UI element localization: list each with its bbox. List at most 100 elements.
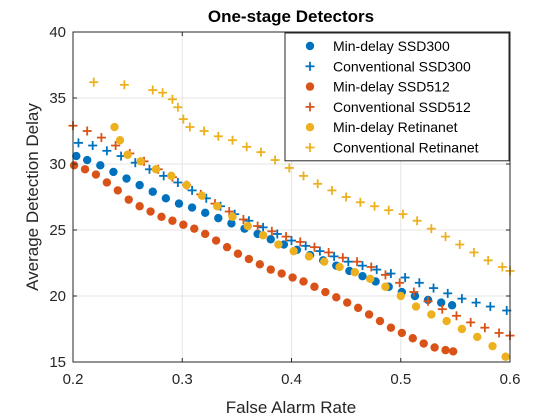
data-point-plus — [301, 241, 311, 251]
data-point-dot — [115, 136, 125, 145]
data-point-dot — [135, 180, 144, 190]
series-6 — [89, 77, 515, 276]
legend-label: Conventional SSD300 — [333, 58, 471, 74]
data-point-plus — [395, 278, 405, 288]
legend-marker — [305, 102, 315, 112]
data-point-plus — [443, 288, 453, 298]
data-point-dot — [102, 178, 112, 187]
data-point-dot — [214, 213, 223, 223]
data-point-dot — [227, 219, 236, 228]
data-point-dot — [200, 208, 210, 218]
data-point-plus — [437, 304, 447, 314]
data-point-dot — [190, 224, 199, 233]
data-point-plus — [386, 269, 396, 279]
data-point-plus — [199, 126, 209, 136]
data-point-dot — [419, 339, 428, 348]
data-point-plus — [352, 257, 362, 267]
data-point-dot — [299, 277, 308, 286]
data-point-plus — [457, 294, 467, 304]
data-point-plus — [324, 247, 334, 257]
data-marks — [68, 77, 515, 361]
data-point-dot — [258, 231, 268, 240]
data-point-dot — [197, 191, 207, 200]
data-point-dot — [157, 212, 166, 221]
data-point-dot — [473, 332, 482, 342]
data-point-plus — [178, 114, 188, 124]
data-point-plus — [228, 135, 238, 145]
legend-label: Min-delay Retinanet — [333, 119, 458, 135]
data-point-dot — [448, 347, 458, 356]
data-point-dot — [410, 291, 420, 301]
data-point-dot — [109, 167, 118, 177]
data-point-dot — [332, 293, 341, 302]
y-axis-title: Average Detection Delay — [23, 103, 42, 291]
data-point-plus — [96, 133, 106, 143]
data-point-plus — [167, 94, 177, 104]
data-point-plus — [272, 229, 282, 239]
data-point-dot — [488, 341, 497, 351]
data-point-dot — [304, 252, 314, 261]
legend-label: Conventional SSD512 — [333, 99, 471, 115]
data-point-dot — [310, 282, 319, 291]
data-point-dot — [408, 334, 417, 343]
data-point-dot — [167, 171, 176, 181]
data-point-plus — [471, 298, 481, 308]
chart-title: One-stage Detectors — [208, 7, 374, 26]
data-point-dot — [244, 254, 254, 264]
data-point-dot — [411, 302, 421, 311]
series-2 — [73, 138, 512, 316]
data-point-dot — [146, 207, 155, 216]
data-point-plus — [242, 142, 252, 152]
data-point-plus — [299, 171, 309, 181]
data-point-dot — [321, 287, 330, 297]
data-point-dot — [364, 310, 374, 319]
data-point-dot — [110, 122, 119, 132]
data-point-plus — [451, 311, 461, 321]
data-point-dot — [396, 291, 405, 301]
legend-marker — [305, 143, 315, 152]
data-point-plus — [173, 177, 183, 187]
data-point-plus — [483, 255, 493, 265]
data-point-dot — [436, 298, 446, 307]
data-point-plus — [426, 224, 436, 234]
data-point-dot — [123, 150, 132, 159]
data-point-plus — [287, 236, 296, 246]
data-point-plus — [497, 262, 507, 272]
data-point-dot — [136, 157, 145, 166]
data-point-dot — [501, 352, 510, 361]
data-point-plus — [158, 88, 168, 98]
data-point-plus — [238, 214, 248, 224]
data-point-plus — [187, 185, 197, 195]
data-point-plus — [380, 270, 390, 280]
data-point-plus — [256, 147, 266, 157]
data-point-dot — [135, 202, 144, 211]
data-point-dot — [350, 268, 360, 277]
legend-marker — [305, 123, 315, 132]
data-point-plus — [338, 253, 348, 263]
data-point-plus — [485, 302, 495, 312]
data-point-plus — [82, 126, 92, 136]
data-point-dot — [182, 180, 191, 190]
data-point-plus — [409, 287, 419, 297]
data-point-dot — [274, 240, 283, 249]
data-point-plus — [281, 232, 291, 242]
data-point-dot — [124, 195, 133, 204]
x-tick-label: 0.4 — [281, 371, 302, 388]
series-5 — [110, 122, 510, 361]
data-point-plus — [73, 138, 83, 148]
data-point-dot — [320, 257, 329, 266]
data-point-dot — [381, 282, 390, 291]
data-point-dot — [343, 298, 352, 307]
x-tick-label: 0.2 — [63, 371, 84, 388]
data-point-dot — [80, 165, 90, 174]
data-point-plus — [358, 261, 368, 271]
data-point-plus — [315, 246, 325, 256]
data-point-plus — [295, 237, 305, 247]
data-point-plus — [88, 141, 98, 151]
data-point-plus — [343, 257, 353, 267]
data-point-dot — [397, 328, 407, 338]
data-point-plus — [400, 273, 410, 283]
data-point-dot — [69, 161, 79, 170]
legend-marker — [305, 41, 315, 51]
data-point-plus — [267, 226, 277, 236]
